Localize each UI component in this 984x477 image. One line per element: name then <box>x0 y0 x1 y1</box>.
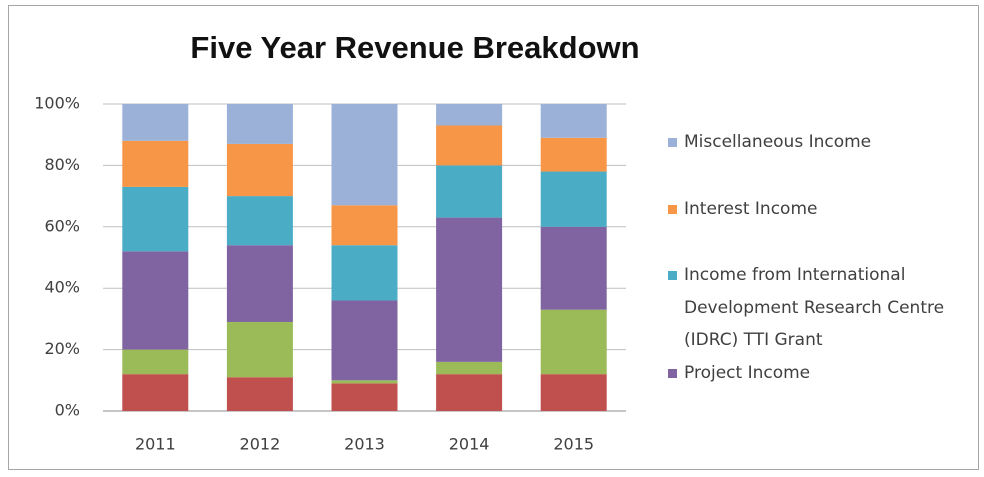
y-tick-label: 100% <box>34 94 80 113</box>
bar-segment <box>436 361 503 375</box>
bar-segment <box>226 377 293 411</box>
legend-swatch <box>668 271 677 280</box>
legend-label: Miscellaneous Income <box>684 132 872 152</box>
x-tick-label: 2013 <box>344 435 385 454</box>
y-tick-label: 80% <box>44 155 80 174</box>
bar-segment <box>540 171 607 227</box>
bar-segment <box>436 374 503 411</box>
bar-segment <box>226 104 293 144</box>
bar-segment <box>122 349 189 375</box>
chart-title: Five Year Revenue Breakdown <box>190 30 639 65</box>
legend-swatch <box>668 368 677 378</box>
y-tick-label: 40% <box>44 278 80 297</box>
legend-item: Interest Income <box>668 193 968 226</box>
y-tick-label: 60% <box>44 216 80 235</box>
legend: Miscellaneous Income Interest Income Incom… <box>668 126 968 423</box>
bar-segment <box>122 186 189 252</box>
bar-segment <box>436 125 503 166</box>
bar-segment <box>540 226 607 310</box>
bar-segment <box>122 374 189 411</box>
bar-segment <box>331 205 398 246</box>
bar-segment <box>436 104 503 126</box>
bar-segment <box>226 143 293 197</box>
x-tick-label: 2014 <box>449 435 490 454</box>
legend-label: Income from International Development Re… <box>684 265 945 350</box>
bar-segment <box>331 380 398 384</box>
bar-segment <box>436 165 503 218</box>
legend-item: Miscellaneous Income <box>668 126 968 159</box>
bar-segment <box>226 245 293 322</box>
bar-segment <box>540 104 607 138</box>
bar-segment <box>540 309 607 375</box>
bar-segment <box>122 140 189 187</box>
y-tick-label: 0% <box>55 401 80 420</box>
bar-segment <box>540 374 607 411</box>
bar-segment <box>331 383 398 411</box>
bar-segment <box>436 217 503 362</box>
bar-segment <box>331 104 398 206</box>
legend-item: Project Income <box>668 357 968 390</box>
legend-item: Income from International Development Re… <box>668 259 968 357</box>
x-tick-label: 2011 <box>135 435 176 454</box>
bar-segment <box>226 196 293 246</box>
bar-segment <box>226 321 293 378</box>
bar-segment <box>331 300 398 381</box>
legend-label: Interest Income <box>684 198 818 219</box>
legend-label: Project Income <box>684 362 811 383</box>
bar-segment <box>122 104 189 141</box>
legend-swatch <box>668 204 677 214</box>
bar-segment <box>122 251 189 350</box>
y-tick-label: 20% <box>44 339 80 358</box>
bar-segment <box>331 245 398 301</box>
bar-segment <box>540 137 607 172</box>
x-tick-label: 2012 <box>240 435 281 454</box>
x-tick-label: 2015 <box>553 435 594 454</box>
legend-swatch <box>668 138 677 147</box>
